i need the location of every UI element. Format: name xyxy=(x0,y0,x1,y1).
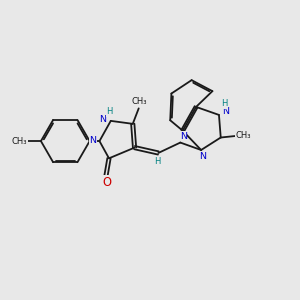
Text: CH₃: CH₃ xyxy=(131,97,147,106)
Text: CH₃: CH₃ xyxy=(236,131,251,140)
Text: N: N xyxy=(180,131,187,140)
Text: H: H xyxy=(221,99,227,108)
Text: N: N xyxy=(199,152,206,161)
Text: H: H xyxy=(154,157,160,166)
Text: N: N xyxy=(89,136,96,145)
Text: N: N xyxy=(99,115,106,124)
Text: N: N xyxy=(222,107,229,116)
Text: O: O xyxy=(102,176,111,189)
Text: H: H xyxy=(106,107,112,116)
Text: CH₃: CH₃ xyxy=(12,136,27,146)
